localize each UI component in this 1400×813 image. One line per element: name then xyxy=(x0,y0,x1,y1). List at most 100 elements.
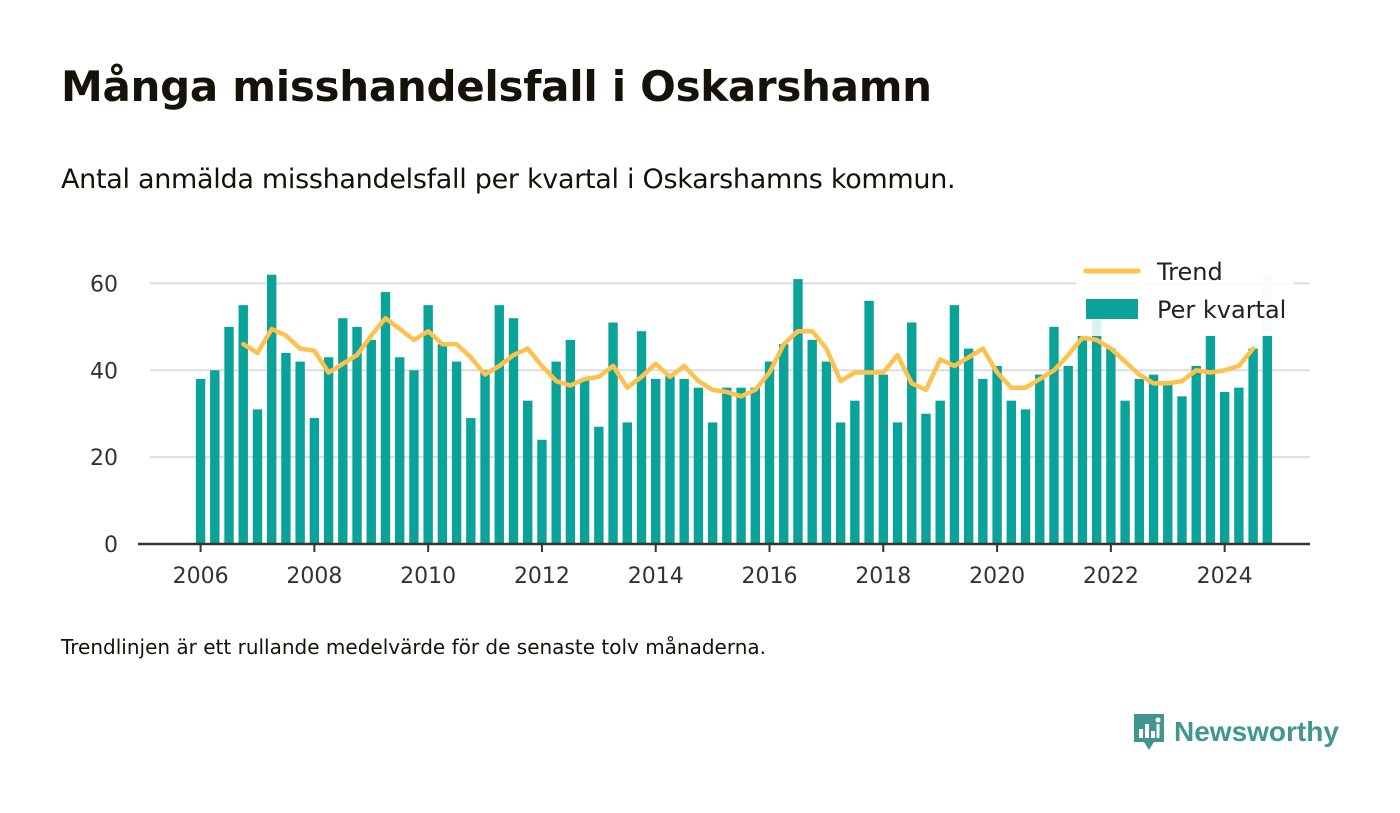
bar xyxy=(309,418,320,544)
bar xyxy=(978,378,988,544)
bar xyxy=(665,374,675,544)
bar xyxy=(1049,326,1059,544)
x-tick-label: 2006 xyxy=(173,564,229,589)
bar xyxy=(252,409,263,544)
y-tick-label: 40 xyxy=(90,359,118,384)
bar xyxy=(651,378,661,544)
x-tick-label: 2016 xyxy=(742,564,798,589)
x-axis: 2006 2008 2010 2012 2014 2016 2018 2020 2022 2024 xyxy=(138,542,1310,589)
bar xyxy=(892,422,903,544)
bar xyxy=(736,387,746,544)
bar xyxy=(1120,400,1130,544)
bar xyxy=(295,361,305,544)
bar xyxy=(579,378,590,544)
y-tick-label: 20 xyxy=(90,446,118,471)
trend-line xyxy=(241,315,1256,399)
bar xyxy=(835,422,846,544)
bar xyxy=(267,274,277,544)
bar xyxy=(1219,392,1230,544)
bar xyxy=(793,279,803,544)
bar xyxy=(878,374,888,544)
bar xyxy=(1148,374,1159,544)
legend-bar-swatch xyxy=(1086,299,1138,319)
bar xyxy=(238,305,248,544)
bar xyxy=(693,387,704,544)
bar xyxy=(1020,409,1031,544)
bar xyxy=(949,305,960,544)
bar-line-chart: 0 20 40 60 2006 2008 2010 2012 2014 2016 2018 2020… xyxy=(90,256,1310,589)
bar xyxy=(921,413,931,544)
bar xyxy=(537,439,547,544)
bar xyxy=(1205,335,1216,544)
x-tick-label: 2008 xyxy=(286,564,342,589)
bar xyxy=(395,357,405,544)
legend-bar-label: Per kvartal xyxy=(1157,296,1286,324)
bar xyxy=(523,400,533,544)
bar xyxy=(1063,365,1073,544)
bar xyxy=(437,344,448,544)
bar xyxy=(466,418,476,544)
bar xyxy=(1134,378,1145,544)
bar xyxy=(1106,348,1116,544)
bar xyxy=(366,339,376,544)
bar xyxy=(594,426,604,544)
bar xyxy=(750,387,760,544)
trend-line-path xyxy=(241,315,1256,399)
bar xyxy=(1248,348,1258,544)
bar xyxy=(480,370,490,544)
footnote: Trendlinjen är ett rullande medelvärde f… xyxy=(61,635,767,659)
bar xyxy=(380,292,391,544)
y-tick-label: 60 xyxy=(90,272,118,297)
bar xyxy=(622,422,632,544)
bar xyxy=(907,322,917,544)
newsworthy-logo[interactable]: Newsworthy xyxy=(1132,712,1339,752)
x-tick-label: 2012 xyxy=(514,564,570,589)
bar xyxy=(352,326,362,544)
bars-per-kvartal xyxy=(195,274,1273,544)
bar xyxy=(722,387,732,544)
bar xyxy=(963,348,974,544)
bar xyxy=(679,378,689,544)
bar xyxy=(1035,374,1045,544)
newsworthy-icon xyxy=(1134,714,1164,750)
bar xyxy=(779,344,789,544)
bar xyxy=(210,370,220,544)
bar xyxy=(992,365,1002,544)
bar xyxy=(451,361,462,544)
bar xyxy=(338,318,348,544)
bar xyxy=(1163,383,1173,544)
bar xyxy=(1191,365,1201,544)
bar xyxy=(551,361,561,544)
chart-subtitle: Antal anmälda misshandelsfall per kvarta… xyxy=(61,164,956,195)
bar xyxy=(323,357,334,544)
chart-title: Många misshandelsfall i Oskarshamn xyxy=(61,62,932,111)
bar xyxy=(1091,313,1102,544)
bar xyxy=(195,378,206,544)
bar xyxy=(807,339,817,544)
bar xyxy=(508,318,519,544)
bar xyxy=(565,339,576,544)
bar xyxy=(707,422,718,544)
bar xyxy=(1006,400,1017,544)
x-tick-label: 2020 xyxy=(969,564,1025,589)
bar xyxy=(850,400,860,544)
x-tick-label: 2014 xyxy=(628,564,684,589)
bar xyxy=(935,400,945,544)
bar xyxy=(864,300,874,544)
legend: Trend Per kvartal xyxy=(1076,256,1294,336)
bar xyxy=(409,370,419,544)
bar xyxy=(1177,396,1187,544)
x-tick-label: 2022 xyxy=(1083,564,1139,589)
bar xyxy=(636,331,647,544)
brand-name: Newsworthy xyxy=(1174,716,1339,747)
bar xyxy=(764,361,775,544)
y-tick-label: 0 xyxy=(104,533,118,558)
bar xyxy=(423,305,433,544)
bar xyxy=(821,361,832,544)
bar xyxy=(1077,335,1088,544)
bar xyxy=(1234,387,1244,544)
x-tick-label: 2010 xyxy=(400,564,456,589)
bar xyxy=(281,352,291,544)
x-tick-label: 2018 xyxy=(855,564,911,589)
x-tick-label: 2024 xyxy=(1197,564,1253,589)
